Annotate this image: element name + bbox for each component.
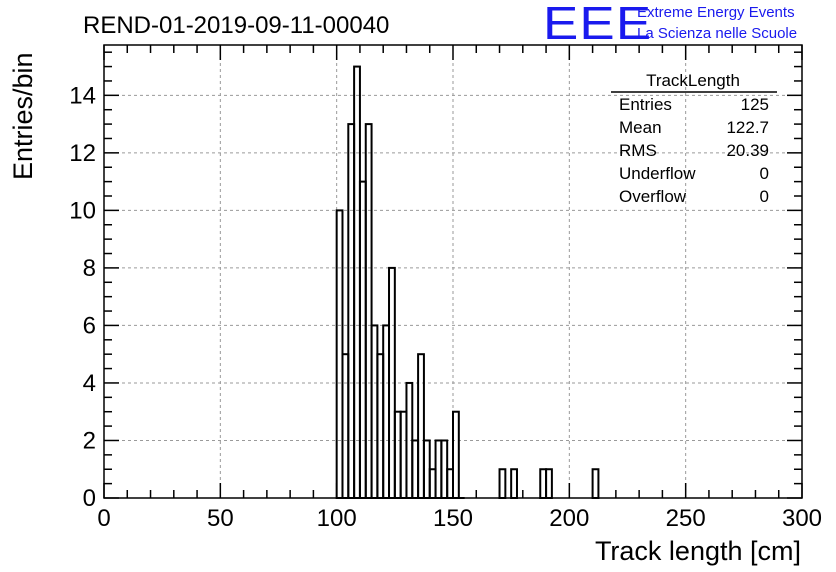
stats-label-overflow: Overflow [619, 187, 687, 206]
x-tick-label: 50 [207, 505, 234, 532]
y-tick-label: 4 [83, 370, 96, 397]
x-tick-label: 0 [97, 505, 110, 532]
y-axis-label: Entries/bin [8, 52, 38, 180]
histogram-bin [498, 468, 507, 500]
logo-line-1: Extreme Energy Events [637, 4, 795, 21]
stats-label-underflow: Underflow [619, 164, 696, 183]
y-tick-label: 2 [83, 427, 96, 454]
x-tick-label: 100 [317, 505, 357, 532]
stats-label-mean: Mean [619, 118, 662, 137]
stats-value-underflow: 0 [760, 164, 769, 183]
y-tick-label: 12 [69, 140, 96, 167]
histogram-bin [591, 468, 600, 500]
x-tick-label: 150 [433, 505, 473, 532]
x-tick-label: 200 [549, 505, 589, 532]
stats-label-rms: RMS [619, 141, 657, 160]
y-tick-label: 8 [83, 255, 96, 282]
histogram-bin [452, 410, 460, 500]
axes: 0 50 100 150 200 250 300 0 2 4 6 8 10 12 14 [69, 44, 822, 532]
stats-value-overflow: 0 [760, 187, 769, 206]
x-tick-label: 300 [782, 505, 822, 532]
x-axis-label: Track length [cm] [595, 536, 801, 566]
histogram-layer [335, 65, 600, 500]
eee-logo: EEE [543, 0, 653, 49]
histogram-bin [510, 468, 518, 500]
stats-label-entries: Entries [619, 95, 672, 114]
stats-value-mean: 122.7 [726, 118, 769, 137]
y-tick-label: 14 [69, 82, 96, 109]
stats-value-entries: 125 [741, 95, 769, 114]
stats-box-title: TrackLength [646, 71, 740, 90]
histogram-bin [545, 468, 553, 500]
x-tick-label: 250 [666, 505, 706, 532]
stats-value-rms: 20.39 [726, 141, 769, 160]
y-tick-label: 6 [83, 312, 96, 339]
y-tick-label: 10 [69, 197, 96, 224]
y-tick-label: 0 [83, 485, 96, 512]
logo-line-2: La Scienza nelle Scuole [637, 25, 798, 42]
run-title: REND-01-2019-09-11-00040 [83, 12, 389, 39]
grid-lines [104, 45, 802, 498]
stats-box: TrackLength Entries 125 Mean 122.7 RMS 2… [611, 71, 777, 206]
